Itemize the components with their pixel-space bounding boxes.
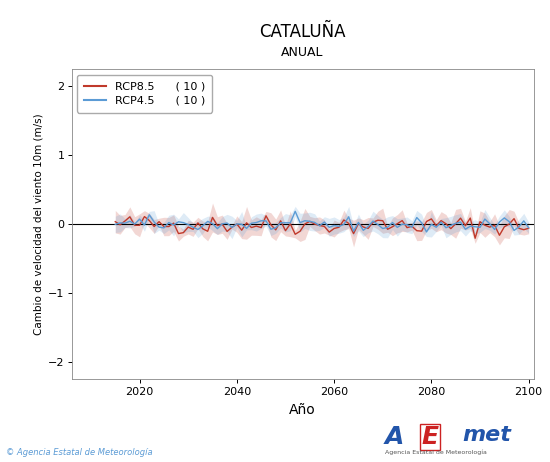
Text: Agencia Estatal de Meteorología: Agencia Estatal de Meteorología [385, 450, 487, 455]
Text: CATALUÑA: CATALUÑA [259, 23, 346, 41]
Legend: RCP8.5      ( 10 ), RCP4.5      ( 10 ): RCP8.5 ( 10 ), RCP4.5 ( 10 ) [77, 75, 212, 113]
Text: A: A [385, 425, 404, 449]
X-axis label: Año: Año [289, 403, 316, 417]
Y-axis label: Cambio de velocidad del viento 10m (m/s): Cambio de velocidad del viento 10m (m/s) [34, 113, 44, 335]
Text: ANUAL: ANUAL [281, 46, 324, 59]
Text: E: E [421, 425, 438, 449]
Text: met: met [463, 425, 512, 445]
Text: © Agencia Estatal de Meteorología: © Agencia Estatal de Meteorología [6, 449, 152, 457]
